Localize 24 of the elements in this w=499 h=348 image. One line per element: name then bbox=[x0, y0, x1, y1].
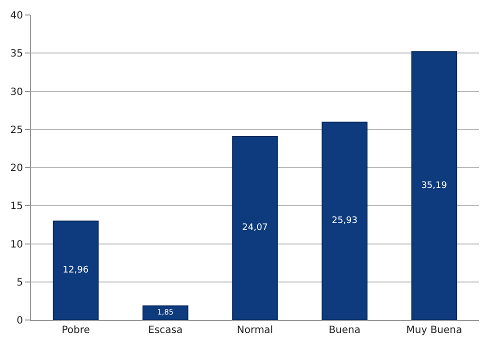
x-tick-label: Normal bbox=[236, 325, 274, 336]
y-tick-label: 15 bbox=[10, 201, 23, 212]
bar bbox=[52, 220, 99, 320]
data-label: 25,93 bbox=[332, 216, 358, 226]
y-tick-label: 5 bbox=[16, 277, 23, 288]
y-tick-label: 40 bbox=[10, 10, 23, 22]
y-tick-label: 10 bbox=[10, 239, 23, 250]
data-label: 24,07 bbox=[242, 223, 268, 234]
bar bbox=[322, 122, 368, 320]
y-tick-label: 30 bbox=[10, 86, 23, 98]
bar bbox=[142, 305, 188, 320]
y-tick-label: 0 bbox=[16, 316, 23, 326]
data-label: 12,96 bbox=[62, 266, 89, 276]
x-tick-label: Pobre bbox=[62, 325, 90, 336]
x-tick-label: Muy Buena bbox=[406, 325, 462, 336]
bar bbox=[232, 136, 278, 320]
y-tick-label: 35 bbox=[10, 48, 23, 60]
x-tick-label: Buena bbox=[328, 325, 361, 336]
bar bbox=[411, 51, 458, 320]
x-tick-label: Escasa bbox=[148, 325, 183, 336]
y-tick-label: 20 bbox=[10, 163, 23, 174]
data-label: 35,19 bbox=[421, 180, 448, 191]
y-tick-label: 25 bbox=[10, 124, 23, 136]
data-label: 1,85 bbox=[157, 308, 174, 317]
